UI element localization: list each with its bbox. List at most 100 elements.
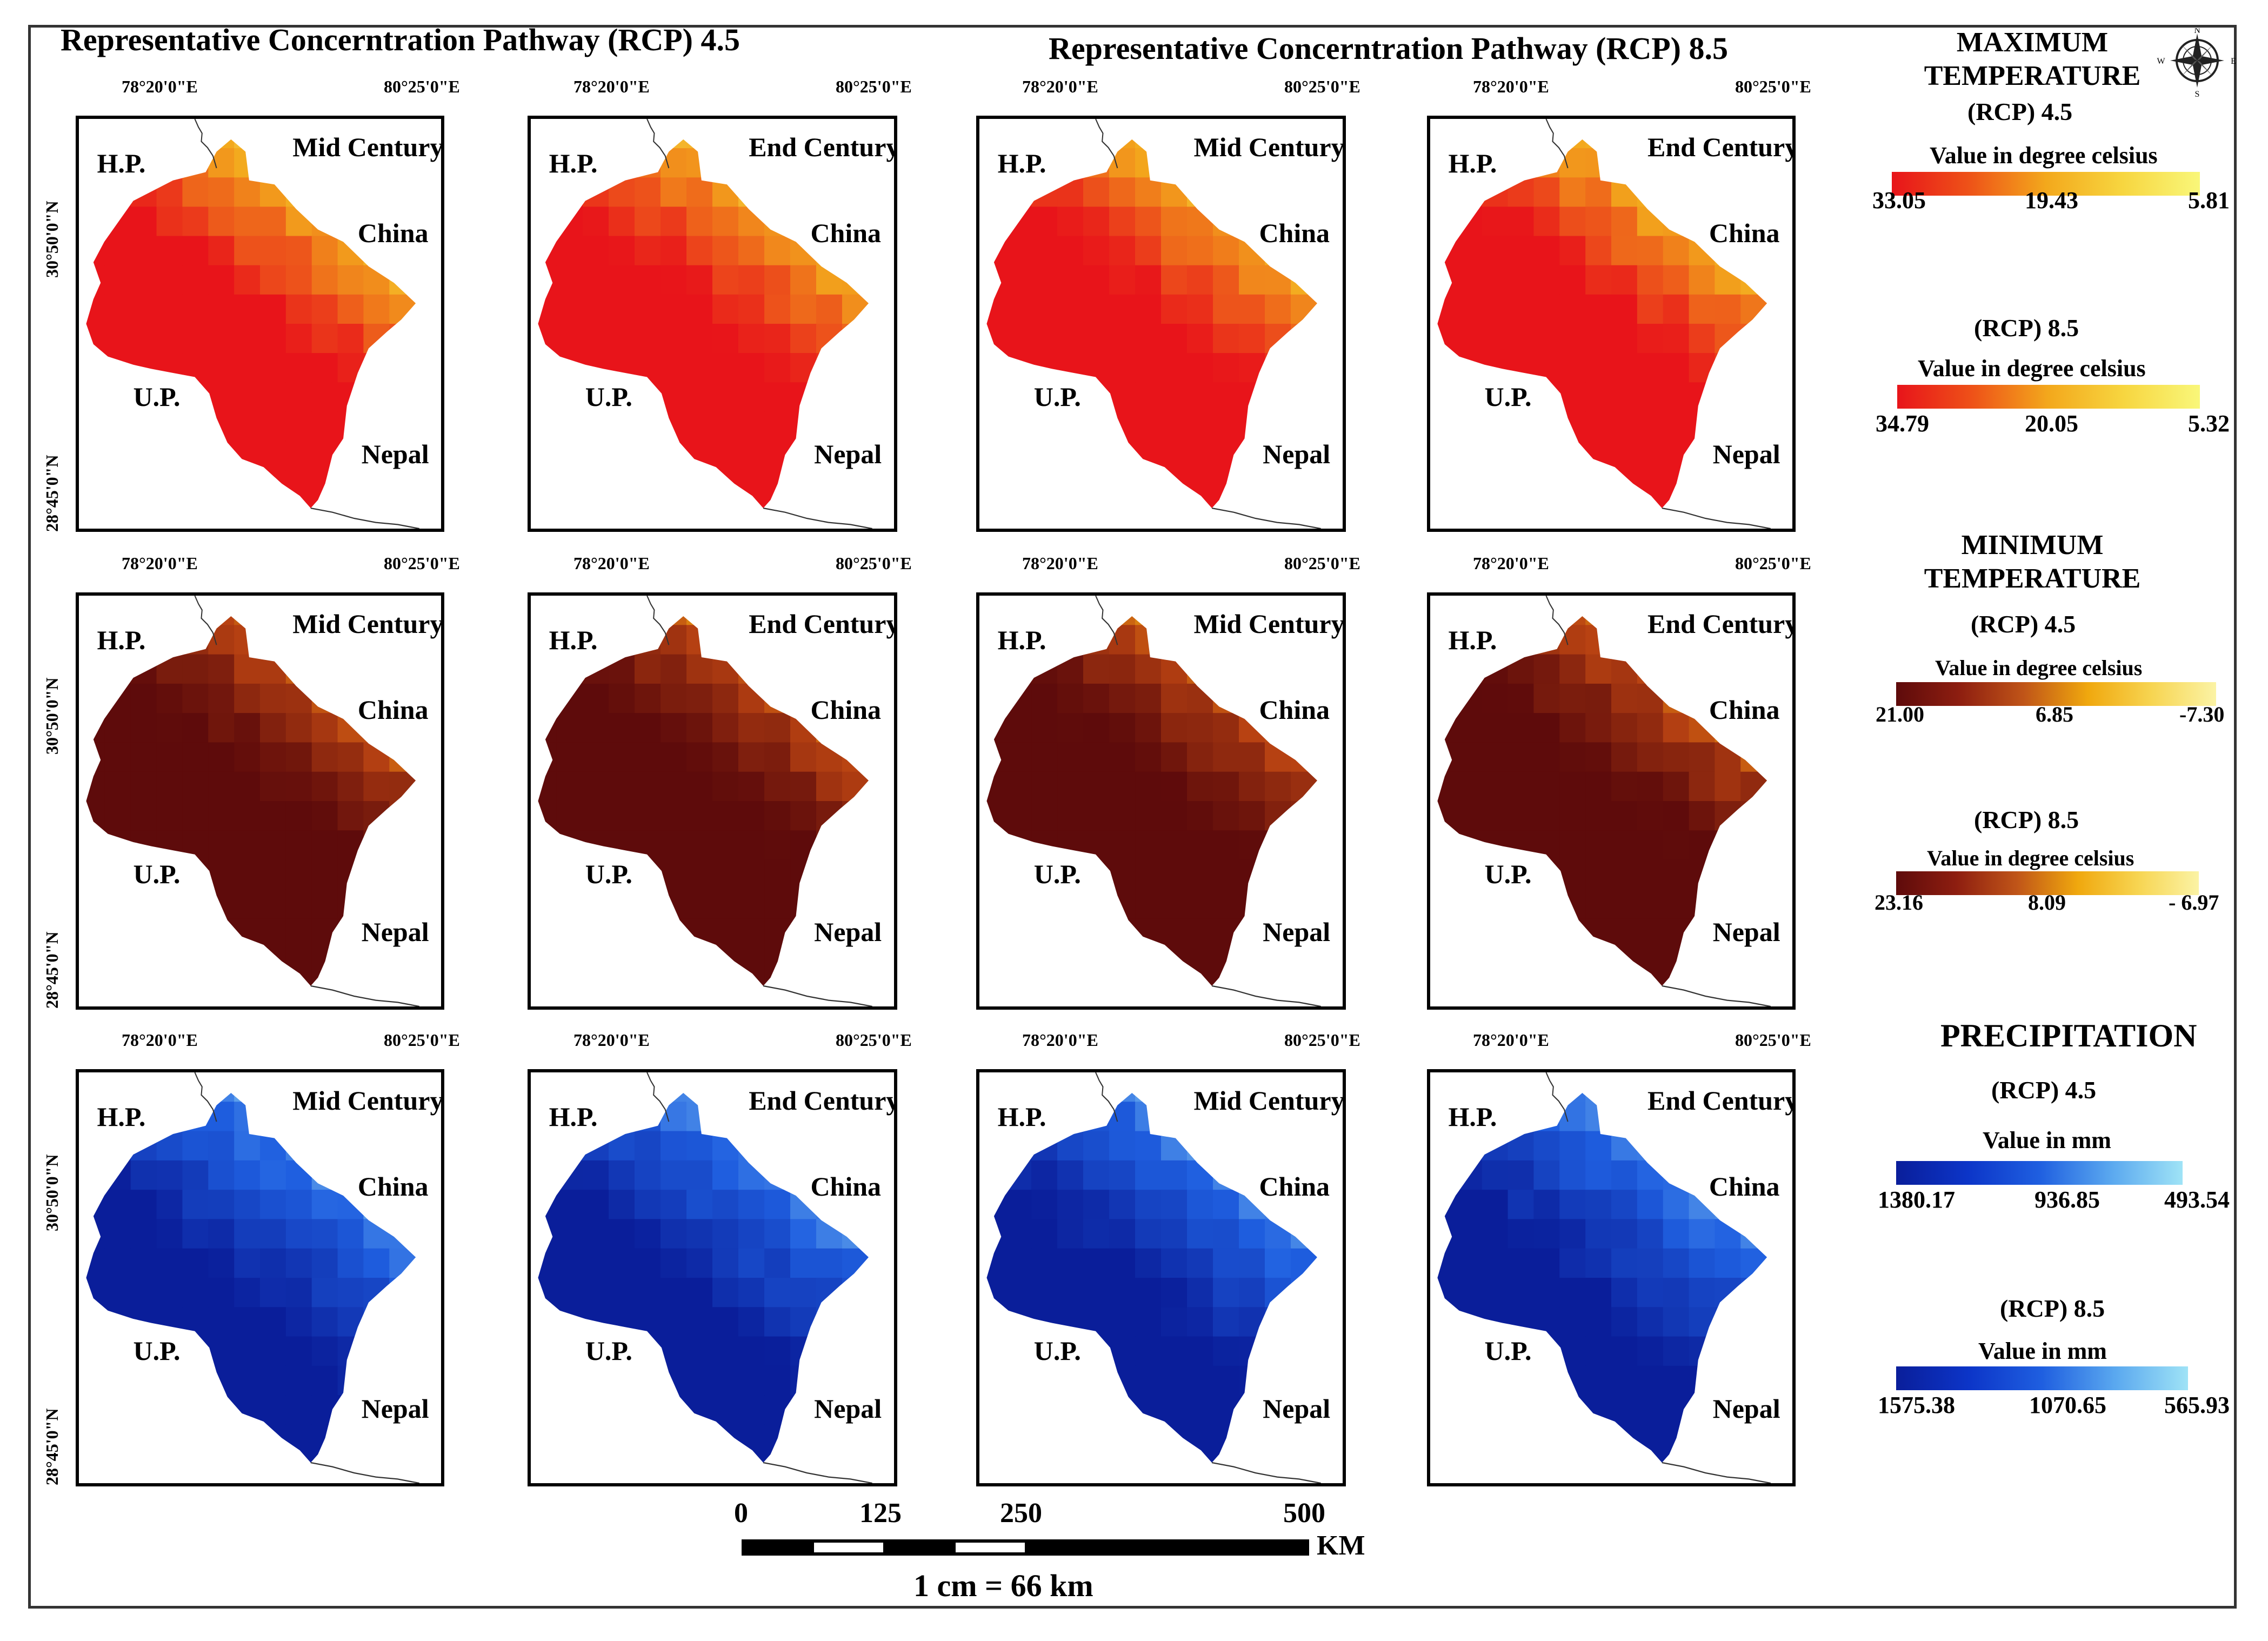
compass-rose-icon: N S W E — [2157, 28, 2236, 98]
map-label-mid-century: Mid Century — [1193, 131, 1345, 162]
legend-prec45-mid: 936.85 — [2034, 1186, 2100, 1213]
lat-label-south: 28°45'0"N — [42, 455, 62, 532]
lon-label-west: 78°20'0"E — [122, 1030, 198, 1050]
map-label-end-century: End Century — [749, 1085, 897, 1116]
map-panel-prec-rcp85-end: H.P. End Century China U.P. Nepal — [1427, 1069, 1796, 1486]
lon-label-east: 80°25'0"E — [1284, 553, 1360, 573]
map-panel-max-rcp85-mid: H.P. Mid Century China U.P. Nepal — [976, 116, 1346, 532]
legend-max85-unit: Value in degree celsius — [1918, 355, 2146, 382]
map-label-hp: H.P. — [1448, 1102, 1497, 1132]
legend-max45-low: 33.05 — [1872, 187, 1926, 214]
map-label-up: U.P. — [133, 859, 181, 890]
lon-label-west: 78°20'0"E — [1022, 77, 1098, 96]
map-label-up: U.P. — [585, 1336, 632, 1366]
legend-prec-title: PRECIPITATION — [1940, 1018, 2197, 1053]
lat-label-south: 28°45'0"N — [42, 931, 62, 1009]
legend-min45-low: 21.00 — [1876, 702, 1924, 726]
map-label-hp: H.P. — [997, 148, 1046, 179]
map-panel-min-rcp85-end: H.P. End Century China U.P. Nepal — [1427, 592, 1796, 1010]
legend-max85-low: 34.79 — [1876, 410, 1929, 437]
map-label-hp: H.P. — [997, 1102, 1046, 1132]
map-label-up: U.P. — [1033, 382, 1081, 412]
map-label-china: China — [357, 695, 429, 725]
map-label-hp: H.P. — [97, 625, 146, 656]
map-label-mid-century: Mid Century — [292, 131, 444, 162]
legend-min85-high: - 6.97 — [2169, 890, 2219, 915]
lat-label-north: 30°50'0"N — [42, 201, 62, 278]
legend-prec85-ramp — [1896, 1366, 2188, 1390]
map-label-nepal: Nepal — [814, 1393, 882, 1424]
legend-prec-rcp45: (RCP) 4.5 — [1991, 1076, 2097, 1104]
map-label-nepal: Nepal — [1263, 1393, 1331, 1424]
legend-max-rcp45: (RCP) 4.5 — [1967, 98, 2073, 125]
lon-label-east: 80°25'0"E — [836, 553, 912, 573]
legend-max85-high: 5.32 — [2188, 410, 2230, 437]
scale-tick-0: 0 — [734, 1498, 748, 1529]
map-label-china: China — [810, 217, 882, 248]
map-label-china: China — [810, 695, 882, 725]
legend-min85-ramp — [1896, 871, 2199, 895]
map-label-nepal: Nepal — [1712, 1393, 1780, 1424]
map-label-nepal: Nepal — [1712, 916, 1780, 947]
lon-label-east: 80°25'0"E — [1735, 1030, 1811, 1050]
legend-max85-ramp — [1897, 385, 2200, 409]
map-panel-min-rcp85-mid: H.P. Mid Century China U.P. Nepal — [976, 592, 1346, 1010]
lon-label-east: 80°25'0"E — [384, 1030, 460, 1050]
map-label-up: U.P. — [1033, 859, 1081, 890]
lon-label-west: 78°20'0"E — [122, 77, 198, 96]
map-label-china: China — [1709, 695, 1780, 725]
map-label-up: U.P. — [1484, 382, 1532, 412]
map-label-hp: H.P. — [997, 625, 1046, 656]
map-label-up: U.P. — [133, 382, 181, 412]
lon-label-east: 80°25'0"E — [1735, 77, 1811, 96]
lon-label-west: 78°20'0"E — [1022, 553, 1098, 573]
map-label-end-century: End Century — [749, 131, 897, 162]
svg-text:S: S — [2195, 90, 2200, 98]
legend-prec-rcp85: (RCP) 8.5 — [2000, 1295, 2105, 1322]
map-panel-prec-rcp45-mid: H.P. Mid Century China U.P. Nepal — [76, 1069, 444, 1486]
lon-label-east: 80°25'0"E — [384, 77, 460, 96]
map-label-end-century: End Century — [749, 608, 897, 639]
map-label-mid-century: Mid Century — [292, 1085, 444, 1116]
map-label-hp: H.P. — [549, 1102, 598, 1132]
header-rcp45: Representative Concerntration Pathway (R… — [61, 22, 740, 57]
map-panel-prec-rcp85-mid: H.P. Mid Century China U.P. Nepal — [976, 1069, 1346, 1486]
scale-unit: KM — [1317, 1530, 1365, 1561]
legend-min85-unit: Value in degree celsius — [1927, 846, 2134, 870]
lon-label-west: 78°20'0"E — [1473, 1030, 1549, 1050]
map-label-china: China — [1259, 217, 1330, 248]
map-panel-max-rcp45-end: H.P. End Century China U.P. Nepal — [528, 116, 897, 532]
map-label-nepal: Nepal — [1263, 916, 1331, 947]
map-panel-max-rcp45-mid: H.P. Mid Century China U.P. Nepal — [76, 116, 444, 532]
map-panel-min-rcp45-mid: H.P. Mid Century China U.P. Nepal — [76, 592, 444, 1010]
legend-min-rcp85: (RCP) 8.5 — [1974, 806, 2079, 833]
legend-prec85-low: 1575.38 — [1878, 1392, 1955, 1418]
map-label-end-century: End Century — [1647, 1085, 1796, 1116]
legend-min45-unit: Value in degree celsius — [1935, 656, 2143, 680]
legend-min85-low: 23.16 — [1875, 890, 1923, 915]
map-label-mid-century: Mid Century — [292, 608, 444, 639]
lon-label-east: 80°25'0"E — [836, 77, 912, 96]
map-label-china: China — [810, 1171, 882, 1202]
map-label-nepal: Nepal — [1263, 439, 1331, 470]
legend-max85-mid: 20.05 — [2025, 410, 2078, 437]
map-label-up: U.P. — [1484, 1336, 1532, 1366]
map-label-nepal: Nepal — [361, 916, 429, 947]
map-label-up: U.P. — [585, 859, 632, 890]
map-label-hp: H.P. — [549, 148, 598, 179]
legend-min-rcp45: (RCP) 4.5 — [1971, 610, 2076, 638]
map-label-china: China — [1259, 695, 1330, 725]
scale-tick-250: 250 — [1000, 1498, 1042, 1529]
legend-min45-high: -7.30 — [2179, 702, 2225, 726]
legend-prec45-ramp — [1896, 1161, 2183, 1185]
legend-min45-mid: 6.85 — [2036, 702, 2073, 726]
map-label-mid-century: Mid Century — [1193, 608, 1345, 639]
legend-max45-ramp — [1892, 172, 2200, 196]
lat-label-north: 30°50'0"N — [42, 1154, 62, 1231]
map-label-hp: H.P. — [1448, 625, 1497, 656]
map-label-china: China — [357, 217, 429, 248]
lon-label-west: 78°20'0"E — [122, 553, 198, 573]
map-label-end-century: End Century — [1647, 131, 1796, 162]
legend-max-rcp85: (RCP) 8.5 — [1974, 314, 2079, 342]
svg-text:W: W — [2157, 57, 2165, 66]
